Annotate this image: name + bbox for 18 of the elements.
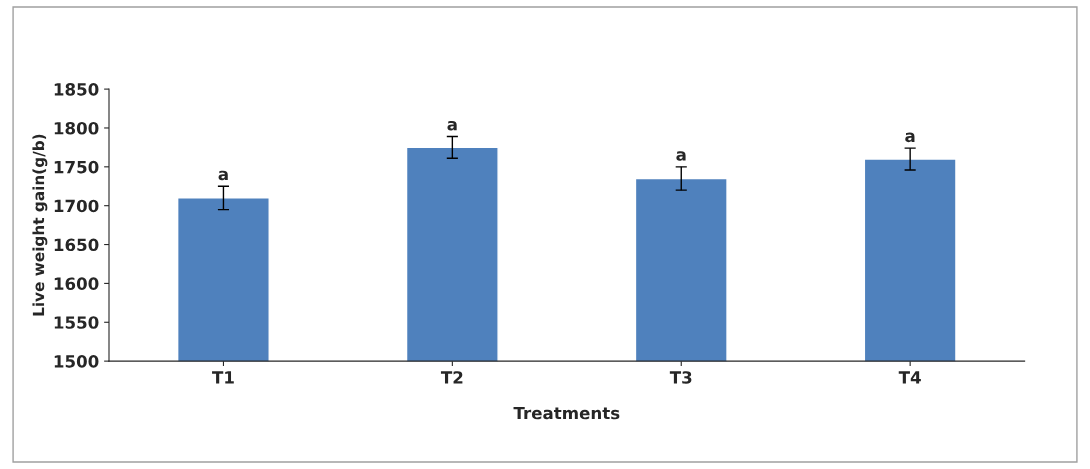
- y-tick-label: 1550: [54, 316, 99, 329]
- annotation: a: [905, 132, 915, 143]
- y-tick-label: 1700: [54, 199, 99, 213]
- annotation: a: [447, 120, 457, 131]
- annotation: a: [676, 151, 686, 161]
- y-tick-label: 1650: [54, 238, 99, 252]
- x-tick-label: T3: [669, 371, 692, 384]
- x-tick-label: T4: [898, 371, 921, 384]
- y-axis-title: Live weight gain(g/b): [32, 134, 48, 316]
- y-tick-label: 1500: [54, 355, 99, 368]
- y-tick-label: 1800: [54, 121, 99, 135]
- y-tick-label: 1600: [54, 277, 99, 290]
- x-tick-label: T2: [440, 371, 463, 384]
- x-tick-label: T1: [212, 371, 234, 384]
- x-axis-title: Treatments: [513, 406, 620, 420]
- y-tick-label: 1750: [54, 160, 99, 174]
- annotation: a: [218, 170, 228, 181]
- y-tick-label: 1850: [54, 83, 99, 96]
